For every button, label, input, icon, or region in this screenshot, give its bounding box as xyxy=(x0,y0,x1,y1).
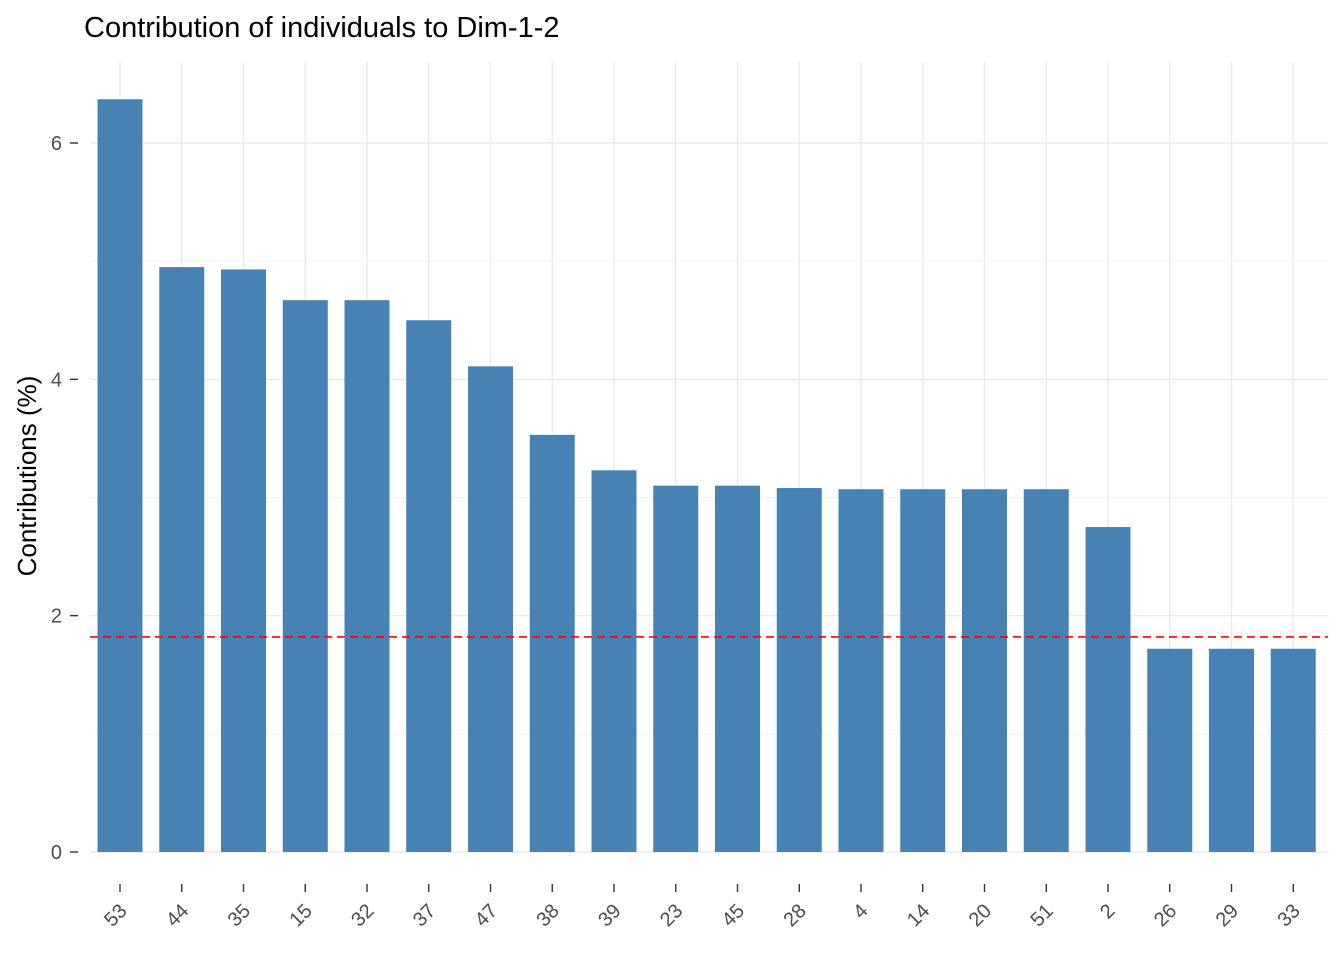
bar-44 xyxy=(159,267,205,852)
bar-15 xyxy=(282,300,328,853)
bar-20 xyxy=(962,489,1007,852)
x-tick-label: 15 xyxy=(285,900,316,931)
bar-23 xyxy=(653,485,699,852)
bar-28 xyxy=(776,488,822,852)
x-tick-label: 47 xyxy=(471,900,502,931)
bar-26 xyxy=(1147,648,1193,852)
bars-layer xyxy=(97,99,1316,853)
bar-32 xyxy=(344,300,390,853)
y-tick-label: 2 xyxy=(51,606,62,628)
bar-14 xyxy=(900,489,946,852)
y-axis-title: Contributions (%) xyxy=(12,376,42,577)
x-tick-label: 45 xyxy=(718,900,749,931)
bar-51 xyxy=(1023,489,1069,852)
bar-4 xyxy=(838,489,884,852)
bar-47 xyxy=(468,366,513,852)
bar-37 xyxy=(406,320,452,852)
x-tick-label: 53 xyxy=(100,900,131,931)
x-tick-label: 44 xyxy=(162,900,193,931)
x-tick-label: 20 xyxy=(965,900,996,931)
x-tick-label: 26 xyxy=(1150,900,1181,931)
y-tick-label: 4 xyxy=(51,369,62,391)
grid-layer xyxy=(90,62,1328,853)
x-tick-label: 39 xyxy=(594,900,625,931)
x-tick-label: 51 xyxy=(1026,900,1057,931)
x-tick-label: 35 xyxy=(224,900,255,931)
x-tick-label: 38 xyxy=(532,900,563,931)
bar-29 xyxy=(1209,648,1254,852)
x-tick-label: 4 xyxy=(849,900,872,923)
x-tick-label: 29 xyxy=(1212,900,1243,931)
y-tick-label: 6 xyxy=(51,133,62,155)
y-tick-label: 0 xyxy=(51,842,62,864)
x-tick-label: 28 xyxy=(779,900,810,931)
bar-53 xyxy=(97,99,143,853)
x-tick-label: 2 xyxy=(1096,900,1119,923)
x-tick-label: 37 xyxy=(409,900,440,931)
x-tick-label: 32 xyxy=(347,900,378,931)
bar-2 xyxy=(1085,527,1131,852)
x-tick-label: 33 xyxy=(1273,900,1304,931)
x-tick-label: 14 xyxy=(903,900,934,931)
bar-45 xyxy=(715,485,760,852)
bar-33 xyxy=(1270,648,1316,852)
bar-38 xyxy=(529,434,575,852)
x-tick-label: 23 xyxy=(656,900,687,931)
chart-title: Contribution of individuals to Dim-1-2 xyxy=(84,12,560,44)
bar-35 xyxy=(221,269,266,852)
bar-39 xyxy=(591,470,637,852)
